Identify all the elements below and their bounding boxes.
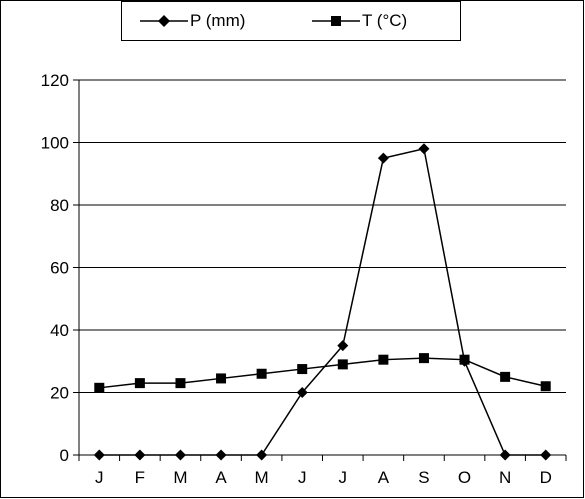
data-point-temperature — [94, 382, 105, 393]
y-tick-label: 60 — [50, 259, 69, 278]
y-tick-label: 0 — [60, 446, 69, 465]
x-tick-label: J — [95, 468, 104, 487]
legend-label-precipitation: P (mm) — [190, 11, 246, 30]
data-point-precipitation — [256, 449, 268, 461]
data-point-precipitation — [215, 449, 227, 461]
y-tick-label: 100 — [41, 134, 69, 153]
data-point-temperature — [459, 354, 470, 365]
x-tick-label: M — [173, 468, 187, 487]
data-point-precipitation — [296, 387, 308, 398]
x-tick-label: N — [499, 468, 511, 487]
legend-label-temperature: T (°C) — [362, 11, 408, 30]
x-tick-label: A — [378, 468, 390, 487]
x-tick-label: J — [339, 468, 348, 487]
data-point-temperature — [134, 378, 145, 389]
data-point-temperature — [418, 353, 429, 364]
legend-item-precipitation: P (mm) — [140, 2, 245, 40]
y-tick-label: 120 — [41, 71, 69, 90]
x-tick-label: M — [255, 468, 269, 487]
data-point-precipitation — [499, 449, 511, 461]
y-tick-label: 80 — [50, 196, 69, 215]
legend-key-diamond — [140, 15, 188, 27]
x-tick-label: F — [135, 468, 145, 487]
data-point-precipitation — [93, 449, 105, 461]
data-point-temperature — [216, 373, 227, 384]
data-point-precipitation — [174, 449, 186, 461]
data-point-temperature — [175, 378, 186, 389]
data-point-temperature — [256, 368, 267, 379]
data-point-temperature — [500, 371, 511, 382]
x-tick-label: J — [298, 468, 307, 487]
series-line-precipitation — [99, 147, 546, 456]
legend-key-square — [312, 16, 360, 26]
data-point-temperature — [297, 364, 308, 375]
data-point-precipitation — [134, 449, 146, 461]
legend: P (mm) T (°C) — [121, 1, 461, 41]
x-tick-label: O — [458, 468, 471, 487]
data-point-precipitation — [418, 143, 430, 155]
data-point-temperature — [540, 381, 551, 392]
y-tick-label: 20 — [50, 384, 69, 403]
x-tick-label: D — [540, 468, 552, 487]
x-tick-label: S — [418, 468, 429, 487]
y-tick-label: 40 — [50, 321, 69, 340]
data-point-precipitation — [377, 152, 389, 164]
series-line-temperature — [99, 357, 546, 389]
data-point-precipitation — [337, 340, 349, 352]
data-point-temperature — [337, 359, 348, 370]
data-point-temperature — [378, 354, 389, 365]
legend-item-temperature: T (°C) — [312, 2, 407, 40]
x-tick-label: A — [215, 468, 227, 487]
data-point-precipitation — [540, 449, 552, 461]
